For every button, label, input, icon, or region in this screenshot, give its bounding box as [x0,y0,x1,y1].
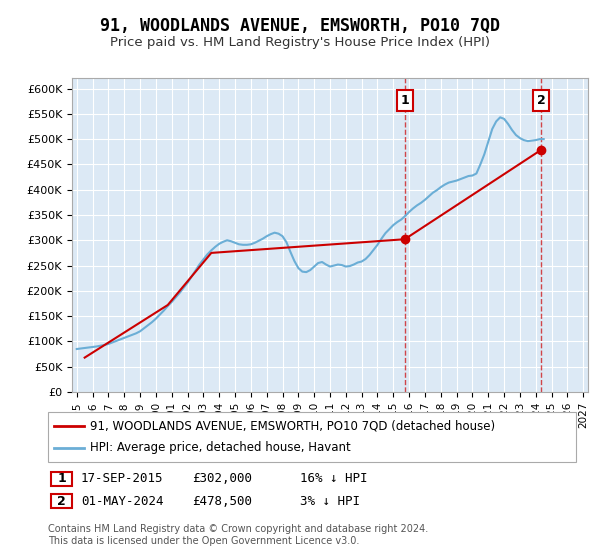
Text: 2: 2 [57,494,66,508]
Text: 3% ↓ HPI: 3% ↓ HPI [300,494,360,508]
Text: HPI: Average price, detached house, Havant: HPI: Average price, detached house, Hava… [90,441,351,454]
Text: 91, WOODLANDS AVENUE, EMSWORTH, PO10 7QD (detached house): 91, WOODLANDS AVENUE, EMSWORTH, PO10 7QD… [90,419,495,432]
Text: Contains HM Land Registry data © Crown copyright and database right 2024.
This d: Contains HM Land Registry data © Crown c… [48,524,428,546]
Text: Price paid vs. HM Land Registry's House Price Index (HPI): Price paid vs. HM Land Registry's House … [110,36,490,49]
Text: £478,500: £478,500 [192,494,252,508]
Text: £302,000: £302,000 [192,472,252,486]
Text: 1: 1 [400,94,409,107]
Text: 91, WOODLANDS AVENUE, EMSWORTH, PO10 7QD: 91, WOODLANDS AVENUE, EMSWORTH, PO10 7QD [100,17,500,35]
Text: 2: 2 [536,94,545,107]
Text: 1: 1 [57,472,66,486]
Text: 17-SEP-2015: 17-SEP-2015 [81,472,163,486]
Text: 01-MAY-2024: 01-MAY-2024 [81,494,163,508]
Text: 16% ↓ HPI: 16% ↓ HPI [300,472,367,486]
